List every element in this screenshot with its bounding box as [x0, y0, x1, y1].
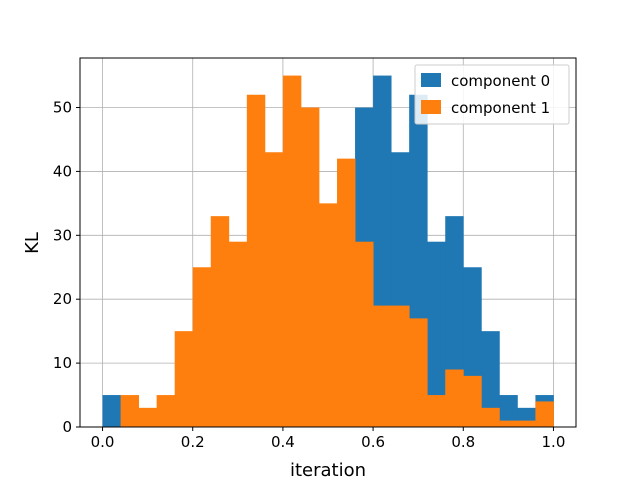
histogram-bars: [102, 75, 554, 428]
x-tick-label-3: 0.6: [361, 433, 385, 451]
y-tick-label-1: 10: [53, 354, 72, 372]
bar-component-1-19: [463, 375, 482, 427]
y-tick-label-5: 50: [53, 99, 72, 117]
bar-component-1-23: [535, 401, 554, 427]
bar-component-1-4: [192, 267, 212, 427]
legend-box: [414, 64, 570, 125]
y-tick-label-0: 0: [62, 418, 72, 436]
legend-swatch-component-0: [421, 73, 441, 87]
legend: component 0 component 1: [414, 64, 570, 125]
legend-label-component-1: component 1: [451, 99, 550, 117]
bar-component-1-12: [337, 158, 356, 428]
bar-component-1-8: [264, 152, 284, 427]
bar-component-0-18: [427, 241, 446, 427]
x-tick-label-5: 1.0: [542, 433, 566, 451]
bar-component-1-2: [156, 395, 176, 427]
y-tick-label-4: 40: [53, 162, 72, 180]
bar-component-1-0: [120, 395, 140, 427]
bar-component-1-17: [427, 395, 446, 427]
y-axis-ticks: 0 10 20 30 40 50: [53, 99, 80, 436]
bar-component-1-14: [373, 305, 392, 427]
legend-swatch-component-1: [421, 100, 441, 114]
bar-component-0-21: [481, 331, 500, 427]
bar-component-1-18: [445, 369, 464, 427]
y-tick-label-2: 20: [53, 290, 72, 308]
bar-component-1-21: [499, 420, 518, 427]
bar-component-1-13: [355, 241, 374, 427]
bar-component-1-5: [210, 216, 230, 427]
x-tick-label-2: 0.4: [271, 433, 295, 451]
bar-component-1-22: [517, 420, 536, 427]
bar-component-1-3: [174, 331, 194, 427]
bar-component-1-20: [481, 407, 500, 427]
bar-component-1-6: [228, 241, 248, 427]
x-axis-ticks: 0.0 0.2 0.4 0.6 0.8 1.0: [91, 427, 566, 451]
y-tick-label-3: 30: [53, 226, 72, 244]
x-axis-label: iteration: [290, 460, 366, 480]
bar-component-0-0: [102, 395, 121, 427]
bar-component-1-10: [300, 107, 320, 428]
bar-component-1-1: [138, 407, 158, 427]
bar-component-0-22: [499, 395, 518, 427]
bar-component-1-11: [318, 203, 338, 427]
axes-frame: [79, 57, 577, 428]
bar-component-1-15: [391, 305, 410, 427]
x-tick-label-0: 0.0: [91, 433, 115, 451]
bar-component-1-16: [409, 318, 428, 427]
y-axis-label: KL: [22, 232, 43, 254]
bar-component-1-7: [246, 94, 266, 427]
legend-label-component-0: component 0: [451, 72, 550, 90]
bar-component-1-9: [282, 75, 302, 428]
x-tick-label-1: 0.2: [181, 433, 205, 451]
x-tick-label-4: 0.8: [451, 433, 475, 451]
